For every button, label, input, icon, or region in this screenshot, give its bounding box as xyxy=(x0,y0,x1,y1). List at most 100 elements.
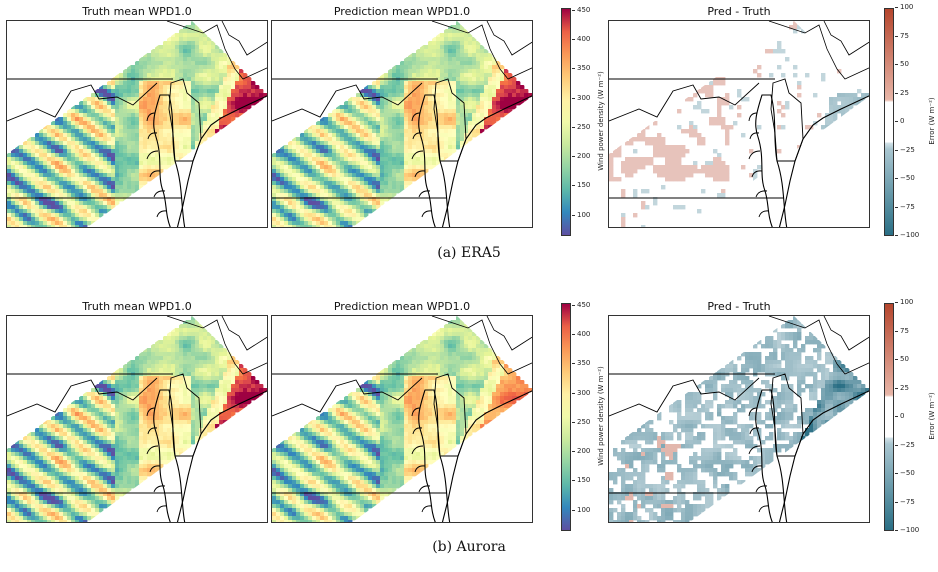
map-field xyxy=(609,21,869,227)
map-panel xyxy=(608,20,870,228)
river-estuary xyxy=(749,427,760,435)
panel-title: Prediction mean WPD1.0 xyxy=(333,5,471,18)
state-border xyxy=(609,82,760,122)
river-estuary xyxy=(414,170,426,178)
state-border xyxy=(221,21,267,56)
river-estuary xyxy=(751,465,763,473)
river-estuary xyxy=(749,132,760,140)
colorbar-tick-label: 400 xyxy=(571,330,591,339)
river-estuary xyxy=(147,132,158,140)
map-canvas xyxy=(609,21,869,227)
colorbar-tick-label: 0 xyxy=(894,117,905,125)
colorbar-tick-label: 200 xyxy=(571,447,591,456)
coastline xyxy=(441,390,532,522)
river-estuary xyxy=(153,485,166,493)
colorbar-tick-label: 450 xyxy=(571,300,591,309)
river-estuary xyxy=(758,210,770,218)
colorbar-tick-label: 250 xyxy=(571,122,591,131)
river-estuary xyxy=(748,445,761,455)
colorbar-tick-label: 75 xyxy=(895,326,909,335)
panel-title: Truth mean WPD1.0 xyxy=(82,300,192,313)
coastline xyxy=(778,390,869,522)
colorbar-label: Wind power density (W m⁻²) xyxy=(597,71,605,171)
map-borders xyxy=(609,316,869,522)
state-border xyxy=(431,21,532,80)
map-field xyxy=(7,316,267,522)
map-panel xyxy=(608,315,870,523)
map-canvas xyxy=(272,21,532,227)
panel-title: Pred - Truth xyxy=(707,5,771,18)
state-border xyxy=(823,316,869,351)
chesapeake-bay xyxy=(418,389,451,522)
colorbar-tick-label: −25 xyxy=(895,145,915,154)
map-field xyxy=(609,316,869,522)
colorbar-tick-label: 350 xyxy=(571,359,591,368)
river-estuary xyxy=(156,505,168,513)
river-estuary xyxy=(414,465,426,473)
colorbar-tick-label: −50 xyxy=(895,469,915,477)
colorbar-tick-label: 100 xyxy=(894,298,914,306)
panel-title: Prediction mean WPD1.0 xyxy=(333,300,471,313)
map-borders xyxy=(272,21,532,227)
colorbar-tick-label: 100 xyxy=(571,505,591,514)
panel-title: Truth mean WPD1.0 xyxy=(82,5,192,18)
river-estuary xyxy=(758,505,770,513)
river-estuary xyxy=(146,407,156,417)
map-borders xyxy=(7,316,267,522)
colorbar-tick-label: 75 xyxy=(895,31,909,40)
map-borders xyxy=(609,21,869,227)
colorbar-tick-label: 350 xyxy=(571,64,591,73)
river-estuary xyxy=(149,465,161,473)
river-estuary xyxy=(153,190,166,198)
colorbar-tick-label: 50 xyxy=(895,60,909,68)
colorbar-tick-label: 25 xyxy=(895,88,909,97)
panel-title: Pred - Truth xyxy=(707,300,771,313)
chesapeake-bay xyxy=(755,389,788,522)
river-estuary xyxy=(411,150,424,160)
river-estuary xyxy=(412,427,423,435)
river-estuary xyxy=(411,112,421,122)
subfigure-caption: (b) Aurora xyxy=(432,539,506,555)
river-estuary xyxy=(418,190,431,198)
state-border xyxy=(7,82,158,122)
colorbar-tick-label: 300 xyxy=(571,93,591,102)
state-border xyxy=(272,82,423,122)
state-border xyxy=(221,316,267,351)
chesapeake-bay xyxy=(418,94,451,227)
map-field xyxy=(272,21,532,227)
map-field xyxy=(7,21,267,227)
river-estuary xyxy=(146,445,159,455)
state-border xyxy=(609,377,760,417)
map-field xyxy=(272,316,532,522)
state-border xyxy=(486,316,532,351)
wpd-colorbar xyxy=(561,8,571,236)
river-estuary xyxy=(751,170,763,178)
colorbar-tick-label: −25 xyxy=(895,440,915,449)
colorbar-label: Error (W m⁻²) xyxy=(928,392,936,440)
colorbar-tick-label: 250 xyxy=(571,417,591,426)
map-panel xyxy=(6,315,268,523)
map-canvas xyxy=(7,316,267,522)
colorbar-tick-label: 0 xyxy=(894,412,905,420)
state-border xyxy=(823,21,869,56)
colorbar-label: Error (W m⁻²) xyxy=(928,97,936,145)
colorbar-tick-label: 50 xyxy=(895,355,909,363)
colorbar-tick-label: −100 xyxy=(894,526,920,534)
error-colorbar xyxy=(884,303,894,531)
river-estuary xyxy=(149,170,161,178)
river-estuary xyxy=(755,190,768,198)
map-canvas xyxy=(272,316,532,522)
map-canvas xyxy=(7,21,267,227)
colorbar-tick-label: 100 xyxy=(571,210,591,219)
map-borders xyxy=(7,21,267,227)
coastline xyxy=(176,390,267,522)
river-estuary xyxy=(156,210,168,218)
subfigure-caption: (a) ERA5 xyxy=(437,245,501,261)
colorbar-tick-label: 100 xyxy=(894,3,914,11)
river-estuary xyxy=(412,132,423,140)
map-panel xyxy=(6,20,268,228)
state-border xyxy=(431,316,532,375)
colorbar-tick-label: 200 xyxy=(571,152,591,161)
wpd-colorbar xyxy=(561,303,571,531)
map-canvas xyxy=(609,316,869,522)
